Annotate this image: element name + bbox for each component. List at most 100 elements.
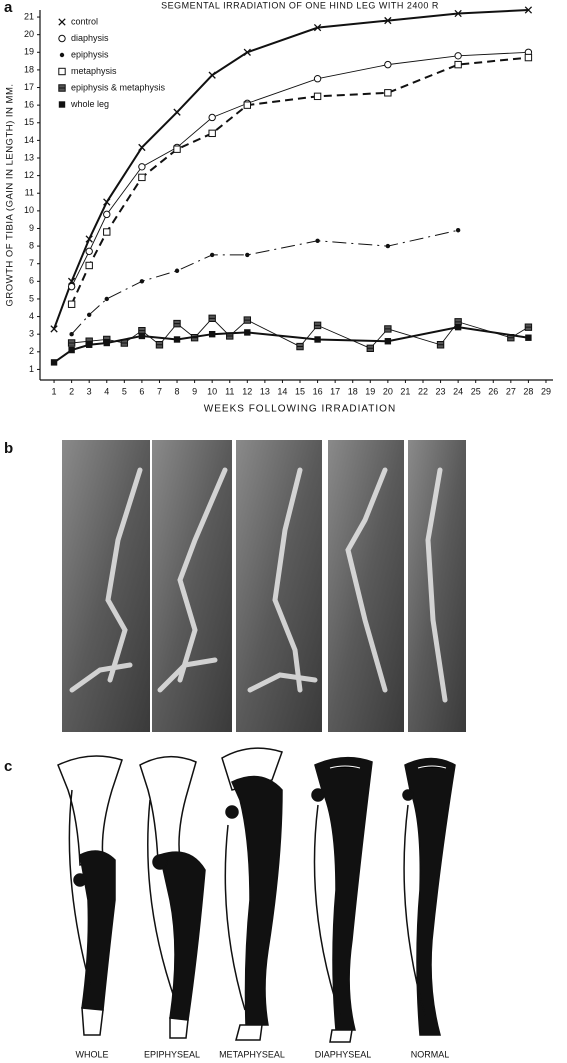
xray-image (328, 440, 404, 732)
marker (384, 338, 392, 345)
marker (208, 113, 216, 122)
x-tick-label: 12 (242, 386, 252, 396)
x-tick-label: 11 (225, 386, 234, 396)
legend: control diaphysis epiphysis metaphysis epiph… (58, 16, 166, 109)
marker (209, 252, 215, 258)
marker (138, 143, 146, 152)
y-tick-label: 14 (24, 135, 34, 145)
x-tick-label: 21 (400, 386, 410, 396)
legend-label: epiphysis & metaphysis (71, 82, 166, 92)
legend-label: control (71, 16, 98, 26)
y-tick-label: 8 (29, 240, 34, 250)
x-tick-label: 20 (383, 386, 393, 396)
legend-marker (58, 34, 66, 43)
series (67, 314, 533, 352)
marker (103, 210, 111, 219)
marker (67, 339, 76, 347)
marker (138, 163, 146, 171)
x-tick-label: 13 (260, 386, 270, 396)
marker (313, 75, 322, 83)
y-tick-label: 11 (25, 188, 34, 198)
series (69, 228, 461, 337)
marker (67, 300, 76, 308)
legend-marker (58, 67, 66, 76)
series (67, 53, 533, 308)
x-tick-label: 19 (365, 386, 375, 396)
marker (139, 279, 145, 284)
x-tick-label: 4 (104, 386, 109, 396)
marker (174, 268, 180, 273)
y-tick-label: 15 (24, 117, 34, 127)
drawing-caption: METAPHYSEAL (219, 1049, 285, 1059)
x-tick-label: 2 (69, 386, 74, 396)
x-tick-label: 22 (418, 386, 428, 396)
x-tick-label: 9 (192, 386, 197, 396)
panel-label: a (4, 0, 13, 16)
y-tick-label: 13 (24, 152, 34, 162)
y-tick-label: 1 (29, 364, 34, 374)
marker (524, 53, 533, 62)
marker (315, 238, 320, 244)
y-tick-label: 4 (29, 311, 34, 321)
drawing-caption: WHOLE (75, 1049, 108, 1059)
y-tick-label: 10 (24, 205, 34, 215)
marker (208, 314, 216, 323)
x-axis-label: WEEKS FOLLOWING IRRADIATION (204, 404, 396, 415)
x-tick-label: 24 (453, 386, 463, 396)
y-tick-label: 2 (29, 346, 34, 356)
marker (68, 346, 75, 354)
y-tick-label: 20 (24, 29, 34, 39)
marker (366, 344, 374, 352)
bone-drawing (402, 757, 456, 1036)
x-tick-label: 5 (122, 386, 127, 396)
marker (454, 323, 462, 331)
x-tick-label: 17 (330, 386, 340, 396)
series-line (53, 9, 529, 330)
marker (138, 173, 146, 182)
marker (85, 261, 93, 270)
marker (103, 339, 110, 347)
y-axis-label: GROWTH OF TIBIA (GAIN IN LENGTH) IN MM. (5, 83, 16, 306)
marker (436, 341, 445, 349)
y-tick-label: 6 (29, 276, 34, 286)
marker (384, 16, 392, 25)
y-tick-label: 12 (24, 170, 34, 180)
x-tick-label: 7 (157, 386, 162, 396)
marker (67, 282, 76, 291)
marker (208, 330, 216, 338)
y-tick-label: 7 (29, 258, 34, 268)
legend-label: epiphysis (71, 49, 109, 59)
series (50, 6, 533, 333)
legend-marker (58, 84, 66, 92)
marker (173, 319, 181, 328)
x-tick-label: 27 (506, 386, 516, 396)
x-tick-label: 29 (541, 386, 551, 396)
marker (245, 252, 250, 258)
marker (104, 296, 109, 302)
legend-label: diaphysis (71, 33, 109, 43)
y-tick-label: 18 (24, 64, 34, 74)
x-tick-label: 8 (175, 386, 180, 396)
drawing-caption: DIAPHYSEAL (315, 1049, 372, 1059)
x-tick-label: 25 (471, 386, 481, 396)
marker (243, 316, 252, 324)
y-tick-label: 9 (29, 223, 34, 233)
legend-marker (58, 101, 66, 108)
x-tick-label: 3 (87, 386, 92, 396)
y-tick-label: 19 (24, 47, 34, 57)
marker (208, 71, 216, 79)
x-tick-label: 1 (52, 386, 57, 396)
marker (208, 129, 216, 138)
bone-drawing (311, 756, 373, 1043)
legend-label: whole leg (70, 99, 109, 109)
marker (85, 247, 93, 256)
panel-label: c (4, 758, 12, 775)
legend-label: metaphysis (71, 66, 117, 76)
marker (85, 235, 93, 243)
bone-drawing (221, 747, 283, 1041)
marker (313, 92, 322, 101)
marker (314, 336, 321, 343)
x-tick-label: 28 (523, 386, 533, 396)
x-tick-label: 23 (436, 386, 446, 396)
